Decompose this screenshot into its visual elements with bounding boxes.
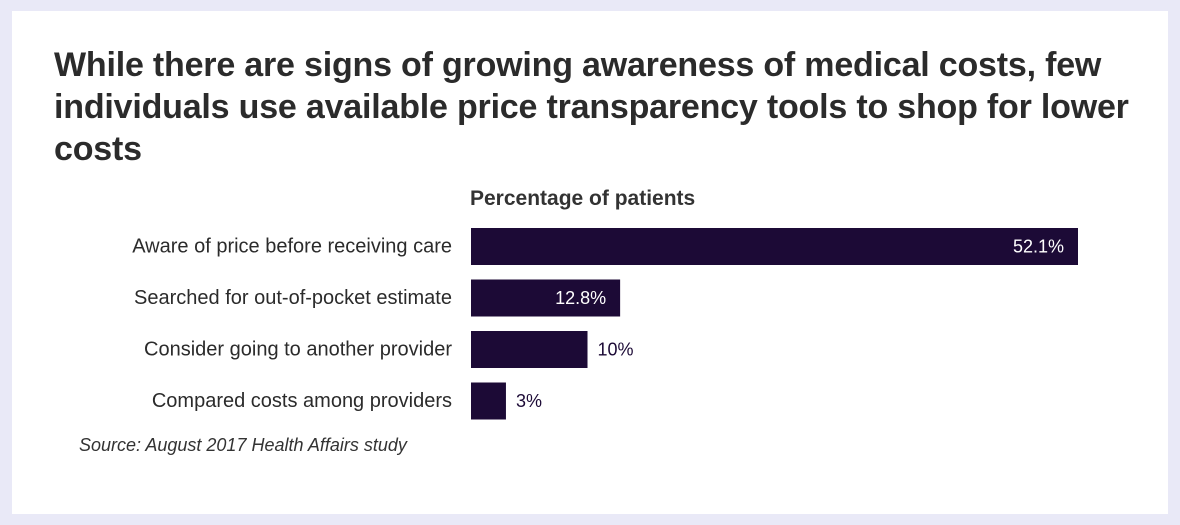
- data-label: 10%: [598, 340, 634, 360]
- data-label: 3%: [516, 391, 542, 411]
- source-note: Source: August 2017 Health Affairs study: [79, 435, 407, 455]
- bar: [471, 228, 1078, 265]
- data-label: 52.1%: [1013, 237, 1064, 257]
- data-label: 12.8%: [555, 288, 606, 308]
- category-label: Searched for out-of-pocket estimate: [134, 287, 452, 309]
- category-label: Consider going to another provider: [144, 339, 452, 361]
- chart-title: While there are signs of growing awarene…: [54, 46, 1129, 168]
- bar: [471, 279, 621, 317]
- category-label: Aware of price before receiving care: [132, 236, 452, 258]
- category-label: Compared costs among providers: [152, 390, 452, 412]
- x-axis-label: Percentage of patients: [470, 187, 695, 210]
- bar: [471, 382, 506, 420]
- bar: [471, 331, 588, 368]
- bars-layer: Aware of price before receiving care 52.1…: [132, 228, 1078, 420]
